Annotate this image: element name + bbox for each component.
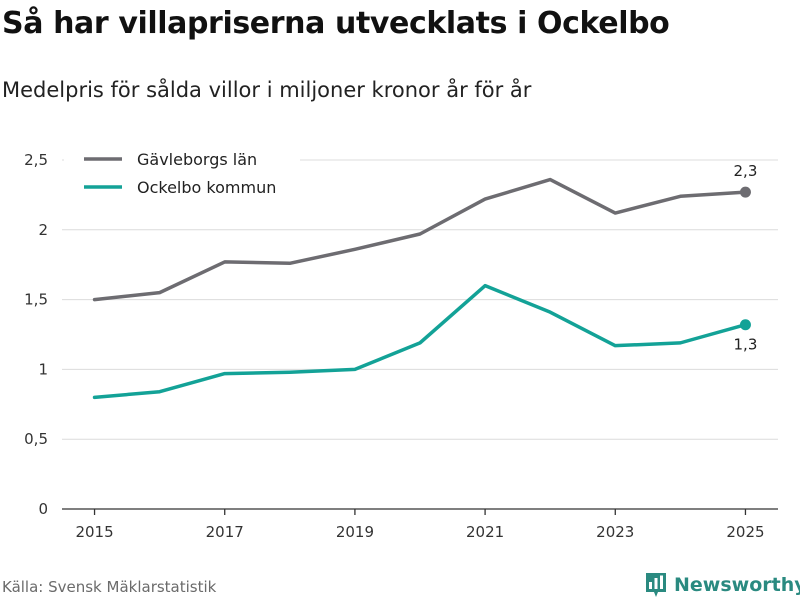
y-tick-label: 2,5 xyxy=(24,151,48,169)
y-tick-label: 2 xyxy=(38,221,48,239)
source-note: Källa: Svensk Mäklarstatistik xyxy=(2,578,217,596)
y-tick-label: 1,5 xyxy=(24,291,48,309)
x-tick-label: 2019 xyxy=(336,523,374,541)
chart-title: Så har villapriserna utvecklats i Ockelb… xyxy=(2,6,670,41)
x-tick-label: 2025 xyxy=(726,523,764,541)
legend-background xyxy=(64,146,300,204)
y-tick-label: 0 xyxy=(38,500,48,518)
series-line xyxy=(92,177,748,302)
legend: Gävleborgs län Ockelbo kommun xyxy=(64,146,300,204)
x-axis: 2015 2017 2019 2021 2023 2025 xyxy=(62,508,778,541)
series-lines: 2,3 1,3 xyxy=(92,162,758,400)
x-tick-label: 2023 xyxy=(596,523,634,541)
series-end-label: 1,3 xyxy=(734,336,758,354)
series-end-point xyxy=(739,319,751,331)
brand-logo: Newsworthy xyxy=(644,570,800,600)
x-tick-label: 2015 xyxy=(75,523,113,541)
legend-label: Gävleborgs län xyxy=(137,150,257,169)
brand-name: Newsworthy xyxy=(674,574,800,596)
series-line xyxy=(92,283,748,400)
series-end-label: 2,3 xyxy=(734,162,758,180)
newsworthy-logo-icon xyxy=(646,573,666,597)
x-tick-label: 2017 xyxy=(206,523,244,541)
y-tick-label: 1 xyxy=(38,360,48,378)
chart-subtitle: Medelpris för sålda villor i miljoner kr… xyxy=(2,78,532,102)
legend-label: Ockelbo kommun xyxy=(137,178,276,197)
y-axis-ticks: 0 0,5 1 1,5 2 2,5 xyxy=(24,151,48,518)
series-end-point xyxy=(739,186,751,198)
x-tick-label: 2021 xyxy=(466,523,504,541)
y-tick-label: 0,5 xyxy=(24,430,48,448)
